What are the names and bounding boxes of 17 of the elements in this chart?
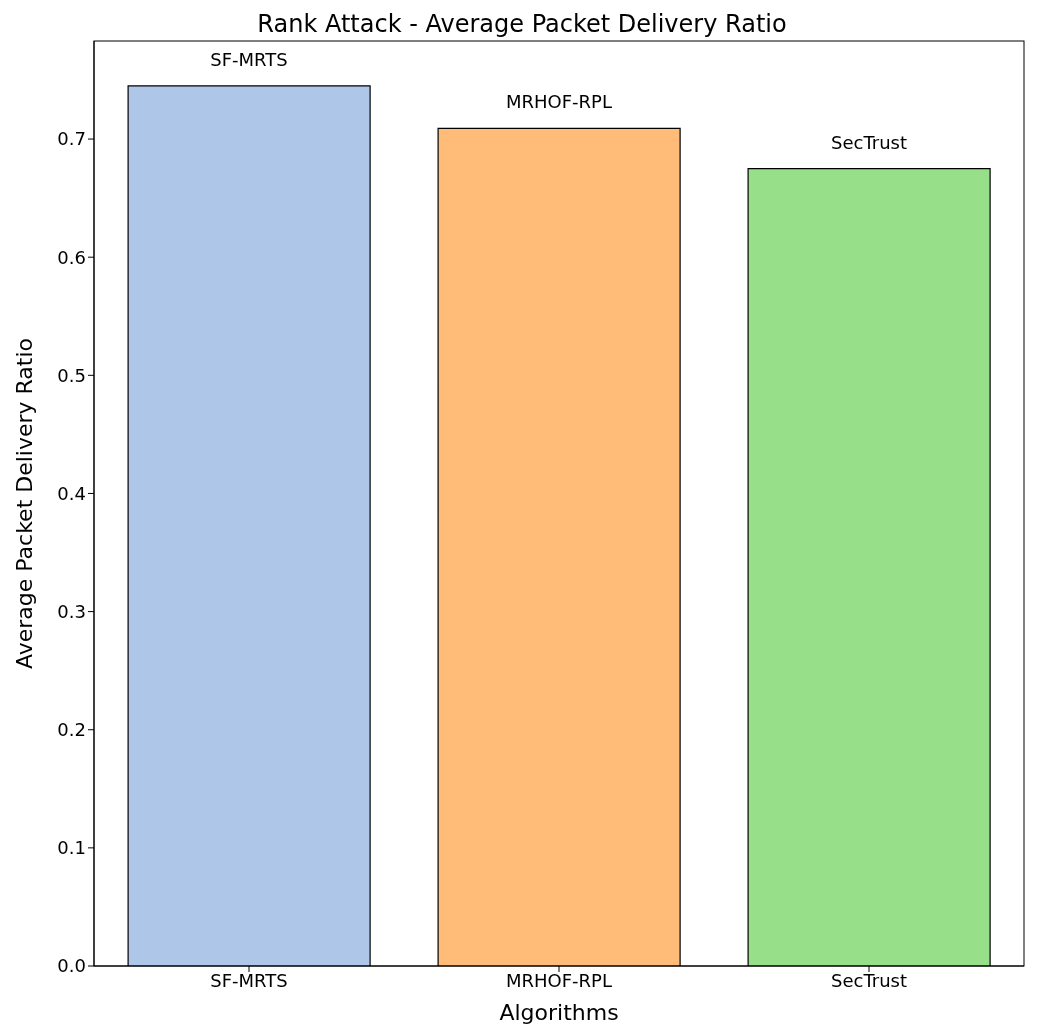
x-tick-label: SecTrust: [831, 969, 907, 991]
x-tick-label: SF-MRTS: [210, 969, 288, 991]
annotation: SF-MRTS: [210, 48, 288, 70]
y-tick-label: 0.1: [57, 837, 86, 859]
annotation: SecTrust: [831, 131, 907, 153]
y-tick-label: 0.3: [57, 600, 86, 622]
x-axis-title: Algorithms: [499, 1000, 619, 1025]
y-tick-label: 0.5: [57, 364, 86, 386]
annotation: MRHOF-RPL: [506, 91, 612, 113]
y-axis-title: Average Packet Delivery Ratio: [11, 337, 37, 670]
y-tick-label: 0.6: [57, 246, 86, 268]
chart-title: Rank Attack - Average Packet Delivery Ratio: [256, 9, 788, 40]
y-tick-label: 0.4: [57, 482, 86, 504]
y-tick-label: 0.7: [57, 128, 86, 150]
x-tick-label: MRHOF-RPL: [506, 969, 612, 991]
y-tick-label: 0.2: [57, 719, 86, 741]
y-tick-label: 0.0: [57, 955, 86, 977]
